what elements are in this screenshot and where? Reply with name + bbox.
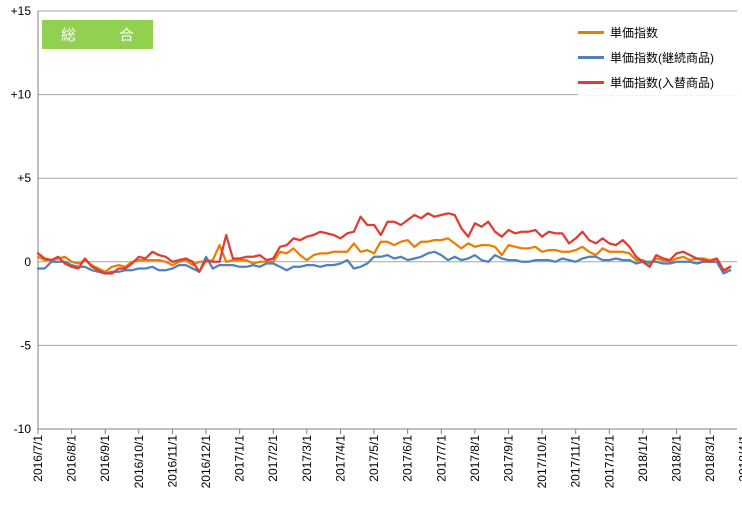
x-tick-label: 2017/7/1 [434,435,448,482]
legend-swatch-red [578,81,604,84]
series-lines [36,212,732,275]
x-tick-label: 2016/7/1 [31,435,45,482]
x-tick-label: 2017/12/1 [602,435,616,489]
x-tick-label: 2017/1/1 [233,435,247,482]
category-badge: 総 合 [42,20,153,49]
legend-label: 単価指数 [610,26,659,40]
x-tick-label: 2017/11/1 [569,435,583,488]
x-tick-label: 2018/1/1 [636,435,650,482]
x-tick-label: 2016/11/1 [165,435,179,488]
x-tick-label: 2018/4/1 [737,435,742,482]
x-tick-label: 2017/2/1 [266,435,280,482]
x-tick-label: 2017/4/1 [333,435,347,482]
y-tick-label: -10 [14,422,32,436]
series-line-2 [36,212,732,275]
legend-swatch-blue [578,56,604,59]
x-tick-label: 2016/10/1 [132,435,146,489]
legend-item-unit-price-index: 単価指数 [578,20,738,45]
y-tick-label: +10 [11,88,32,102]
x-tick-label: 2016/9/1 [98,435,112,482]
y-tick-label: -5 [20,338,31,352]
x-tick-label: 2017/6/1 [401,435,415,482]
x-tick-label: 2016/8/1 [65,435,79,482]
legend: 単価指数 単価指数(継続商品) 単価指数(入替商品) [578,20,738,95]
legend-label: 単価指数(入替商品) [610,76,714,90]
x-tick-label: 2017/8/1 [468,435,482,482]
x-axis: 2016/7/1 2016/8/1 2016/9/1 2016/10/1 2016/11… [31,429,742,488]
gridlines [37,10,737,430]
legend-item-replacement-products: 単価指数(入替商品) [578,70,738,95]
series-line-0 [36,237,732,273]
y-tick-label: +5 [17,171,31,185]
x-tick-label: 2017/9/1 [501,435,515,482]
x-tick-label: 2017/3/1 [300,435,314,482]
x-tick-label: 2016/12/1 [199,435,213,489]
y-tick-label: 0 [24,255,31,269]
x-tick-label: 2017/5/1 [367,435,381,482]
x-tick-label: 2017/10/1 [535,435,549,489]
legend-label: 単価指数(継続商品) [610,51,714,65]
y-axis: +15 +10 +5 0 -5 -10 [11,4,32,436]
x-tick-label: 2018/2/1 [670,435,684,482]
x-tick-label: 2018/3/1 [703,435,717,482]
series-line-1 [36,250,732,275]
legend-swatch-orange [578,31,604,34]
legend-item-continuing-products: 単価指数(継続商品) [578,45,738,70]
y-tick-label: +15 [11,4,32,18]
